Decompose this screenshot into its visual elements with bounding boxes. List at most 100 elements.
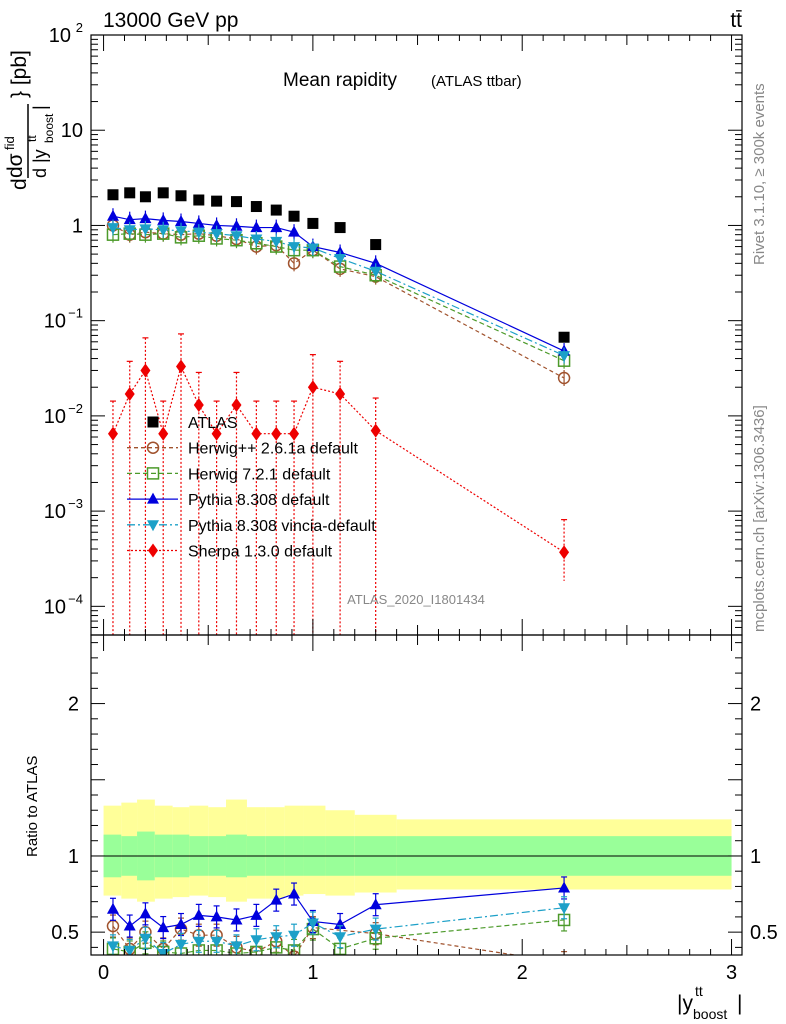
ratio-frame — [90, 634, 743, 956]
data-point — [250, 234, 263, 246]
data-point — [557, 371, 571, 385]
main-panel-content — [106, 187, 571, 635]
legend-marker — [147, 492, 159, 504]
main-y-axis-text: boost — [42, 113, 56, 143]
ratio-data-point — [139, 933, 152, 945]
main-y-tick-label: 10 −2 — [44, 401, 83, 428]
legend-entry: ATLAS — [147, 415, 238, 432]
data-point — [270, 236, 283, 248]
plot-subtitle: (ATLAS ttbar) — [431, 73, 522, 90]
main-y-tick-label-text: 10 — [44, 501, 66, 523]
data-point — [106, 209, 119, 221]
data-point — [369, 256, 382, 268]
ratio-data-point — [210, 936, 223, 948]
ratio-y-tick-label: 2 — [68, 694, 79, 716]
legend-label: ATLAS — [188, 415, 238, 432]
main-y-axis-text: d — [8, 178, 31, 190]
data-point — [139, 224, 152, 236]
ratio-y-tick-label-right: 0.5 — [750, 922, 778, 944]
ratio-data-point — [139, 907, 152, 919]
data-point — [250, 221, 263, 233]
analysis-label: ATLAS_2020_I1801434 — [347, 592, 485, 607]
ratio-panel-content — [106, 876, 571, 955]
ratio-data-point — [123, 945, 136, 955]
ratio-data-point — [334, 932, 347, 944]
data-point — [334, 222, 346, 234]
main-y-tick-label-text: 10 — [44, 311, 66, 333]
ratio-data-point — [157, 921, 170, 933]
main-y-tick-label: 10 — [61, 120, 83, 142]
data-point — [230, 219, 243, 231]
ratio-data-point — [270, 932, 283, 944]
data-point — [288, 225, 301, 237]
ratio-y-tick-label: 1 — [68, 846, 79, 868]
legend-marker — [146, 441, 160, 454]
data-point — [176, 359, 187, 374]
ratio-y-axis-label: Ratio to ATLAS — [24, 756, 41, 857]
data-point — [251, 426, 262, 441]
data-point — [231, 398, 242, 413]
data-point — [270, 221, 283, 233]
data-point — [106, 223, 119, 235]
data-point — [107, 189, 119, 201]
ratio-data-point — [369, 898, 382, 910]
legend-entry: Pythia 8.308 default — [127, 492, 330, 509]
data-point — [193, 194, 205, 206]
ratio-data-point — [369, 924, 382, 936]
main-y-tick-label: 10 2 — [49, 20, 83, 47]
data-point — [123, 213, 136, 225]
legend-entry: Herwig++ 2.6.1a default — [127, 441, 358, 458]
series-0 — [107, 187, 570, 343]
main-y-tick-label: 10 −4 — [44, 591, 83, 618]
main-y-tick-label-text: 10 — [61, 120, 83, 142]
main-y-tick-label-text: 10 — [44, 406, 66, 428]
series-line — [112, 226, 565, 357]
main-y-axis-text: fid — [2, 136, 17, 150]
data-point — [288, 242, 301, 254]
process-label: tt̄ — [730, 9, 742, 32]
ratio-data-point — [123, 919, 136, 931]
ratio-data-point — [192, 936, 205, 948]
data-point — [175, 190, 187, 202]
ratio-data-point — [288, 887, 301, 899]
data-point — [139, 212, 152, 224]
main-y-axis-text: dσ — [4, 153, 27, 178]
data-point — [107, 426, 118, 441]
ratio-series-3 — [106, 896, 571, 955]
ratio-series-line — [112, 925, 519, 955]
ratio-data-point — [192, 908, 205, 920]
data-point — [123, 225, 136, 237]
data-point — [158, 426, 169, 441]
main-y-axis-text: | — [30, 105, 50, 110]
ratio-data-point — [175, 918, 188, 930]
data-point — [210, 229, 223, 241]
ratio-y-tick-label-right: 1 — [750, 846, 761, 868]
main-y-tick-label: 1 — [72, 215, 83, 237]
legend-label: Pythia 8.308 default — [188, 492, 330, 509]
series-2 — [106, 225, 571, 369]
data-point — [175, 226, 188, 238]
data-point — [192, 227, 205, 239]
x-axis-label-text: |y — [677, 992, 693, 1015]
ratio-data-point — [288, 930, 301, 942]
legend-marker — [147, 416, 159, 428]
ratio-data-point — [270, 893, 283, 905]
data-point — [211, 195, 223, 207]
main-y-tick-label-text: 10 — [49, 25, 71, 47]
data-point — [271, 426, 282, 441]
main-y-axis-text: tt — [25, 135, 39, 142]
main-y-tick-label: 10 −1 — [44, 306, 83, 333]
legend-label: Herwig 7.2.1 default — [188, 466, 331, 483]
data-point — [157, 213, 170, 225]
main-y-tick-label-text: 1 — [72, 215, 83, 237]
main-y-axis-label: d dσ fid d |y tt boost | } [pb] — [2, 50, 56, 190]
data-point — [559, 545, 570, 560]
ratio-data-point — [230, 913, 243, 925]
data-point — [289, 426, 300, 441]
data-point — [139, 191, 151, 203]
x-axis-label-text: | — [737, 992, 742, 1015]
legend-label: Sherpa 1.3.0 default — [188, 544, 333, 561]
ratio-data-point — [250, 908, 263, 920]
data-point — [369, 266, 382, 278]
